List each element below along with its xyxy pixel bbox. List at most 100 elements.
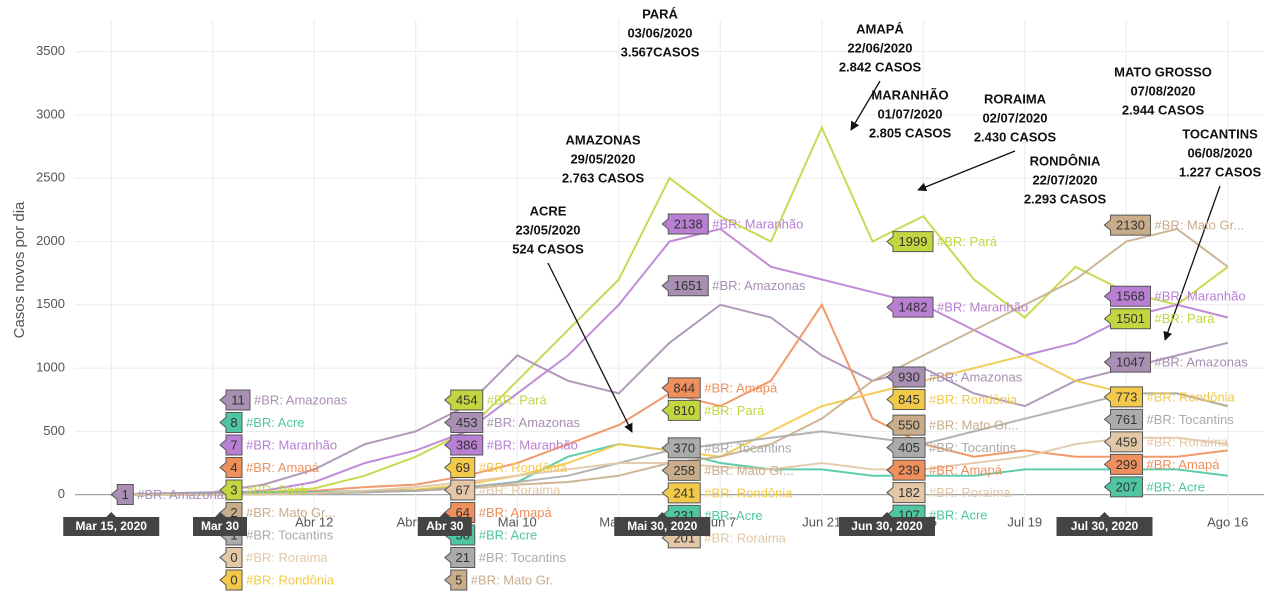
hover-name: #BR: Roraima	[246, 550, 328, 565]
hover-value: 810	[673, 403, 695, 418]
hover-value: 0	[230, 550, 237, 565]
hover-date-box	[63, 512, 160, 536]
hover-box	[219, 457, 243, 478]
y-tick-label: 0	[58, 486, 65, 501]
x-tick-label: Mai 10	[498, 514, 537, 529]
annotation-text: 22/06/2020	[847, 40, 912, 55]
hover-name: #BR: Roraima	[929, 485, 1011, 500]
hover-box	[661, 437, 701, 459]
x-tick-label: Jun 21	[802, 514, 841, 529]
annotation-text: 01/07/2020	[877, 106, 942, 121]
annotation-text: RONDÔNIA	[1030, 153, 1101, 168]
hover-box	[661, 459, 701, 481]
hover-box	[1103, 386, 1143, 408]
hover-value: 21	[456, 550, 470, 565]
hover-box	[886, 231, 934, 253]
series-line	[111, 227, 1229, 496]
x-tick-label: Abr 12	[295, 514, 333, 529]
hover-value: 454	[456, 392, 478, 407]
hover-value: 241	[673, 485, 695, 500]
hover-box	[219, 547, 243, 568]
hover-box	[886, 388, 926, 410]
hover-box	[110, 484, 134, 506]
hover-box	[219, 569, 243, 591]
y-tick-label: 1000	[36, 360, 65, 375]
hover-box	[886, 366, 926, 388]
annotation-text: 29/05/2020	[570, 151, 635, 166]
hover-name: #BR: Pará	[1155, 311, 1216, 326]
annotation-text: 07/08/2020	[1130, 83, 1195, 98]
x-tick-label: Ago 16	[1207, 514, 1248, 529]
hover-name: #BR: Mato Gr...	[929, 418, 1019, 433]
annotation-arrow	[850, 80, 881, 131]
hover-value: 1568	[1116, 289, 1145, 304]
annotation-text: MATO GROSSO	[1114, 64, 1212, 79]
hover-date-box	[1056, 512, 1153, 536]
annotation-text: PARÁ	[642, 6, 678, 21]
hover-name: #BR: Pará	[704, 403, 765, 418]
hover-value: 2	[230, 505, 237, 520]
annotation-text: MARANHÃO	[871, 87, 948, 102]
hover-name: #BR: Roraima	[1147, 434, 1229, 449]
hover-value: 405	[898, 440, 920, 455]
hover-box	[443, 412, 484, 433]
hover-name: #BR: Rondônia	[246, 572, 335, 587]
hover-name: #BR: Amapá	[246, 460, 320, 475]
annotation-text: 03/06/2020	[627, 25, 692, 40]
hover-value: 761	[1116, 412, 1138, 427]
hover-value: 182	[898, 485, 920, 500]
hover-box	[219, 479, 243, 501]
hover-box	[443, 457, 476, 478]
hover-name: #BR: Mato Gr.	[471, 572, 553, 587]
hover-value: 1	[122, 487, 129, 502]
hover-name: #BR: Rondônia	[1147, 389, 1236, 404]
hover-box	[661, 377, 701, 399]
hover-name: #BR: Tocantins	[246, 527, 334, 542]
hover-box	[1103, 351, 1151, 373]
hover-value: 4	[230, 460, 237, 475]
hover-name: #BR: Acre	[704, 508, 763, 523]
annotation-text: ACRE	[530, 203, 567, 218]
hover-name: #BR: Amazonas	[254, 392, 348, 407]
hover-name: #BR: Mato Gr...	[246, 505, 336, 520]
hover-value: 239	[898, 463, 920, 478]
hover-name: #BR: Amapá	[479, 505, 553, 520]
hover-value: 5	[455, 572, 462, 587]
hover-name: #BR: Rondônia	[929, 392, 1018, 407]
y-tick-label: 500	[43, 423, 65, 438]
hover-value: 0	[230, 572, 237, 587]
hover-value: 386	[456, 437, 478, 452]
hover-name: #BR: Tocantins	[929, 440, 1017, 455]
hover-box	[886, 482, 926, 504]
hover-box	[661, 399, 701, 421]
hover-date: Mar 30	[201, 519, 239, 533]
annotation-text: 23/05/2020	[515, 222, 580, 237]
hover-name: #BR: Amazonas	[487, 415, 581, 430]
hover-box	[443, 547, 476, 568]
hover-date-box	[417, 512, 472, 536]
hover-name: #BR: Maranhão	[246, 437, 337, 452]
annotation-text: 2.842 CASOS	[839, 59, 922, 74]
hover-value: 1501	[1116, 311, 1145, 326]
hover-value: 69	[456, 460, 470, 475]
hover-name: #BR: Amazonas	[929, 369, 1023, 384]
hover-box	[443, 479, 476, 501]
hover-date-box	[839, 512, 935, 536]
hover-box	[661, 275, 709, 297]
annotation-text: 524 CASOS	[512, 241, 584, 256]
hover-name: #BR: Maranhão	[487, 437, 578, 452]
hover-box	[886, 437, 926, 459]
y-tick-label: 1500	[36, 296, 65, 311]
y-tick-label: 3500	[36, 43, 65, 58]
hover-name: #BR: Amazonas	[137, 487, 231, 502]
x-tick-label: Jul 19	[1007, 514, 1042, 529]
hover-value: 930	[898, 369, 920, 384]
y-tick-label: 2500	[36, 170, 65, 185]
hover-value: 258	[673, 463, 695, 478]
hover-box	[443, 569, 468, 591]
series-line	[111, 303, 1229, 496]
hover-box	[443, 389, 484, 411]
hover-value: 8	[230, 415, 237, 430]
hover-name: #BR: Amapá	[929, 463, 1003, 478]
